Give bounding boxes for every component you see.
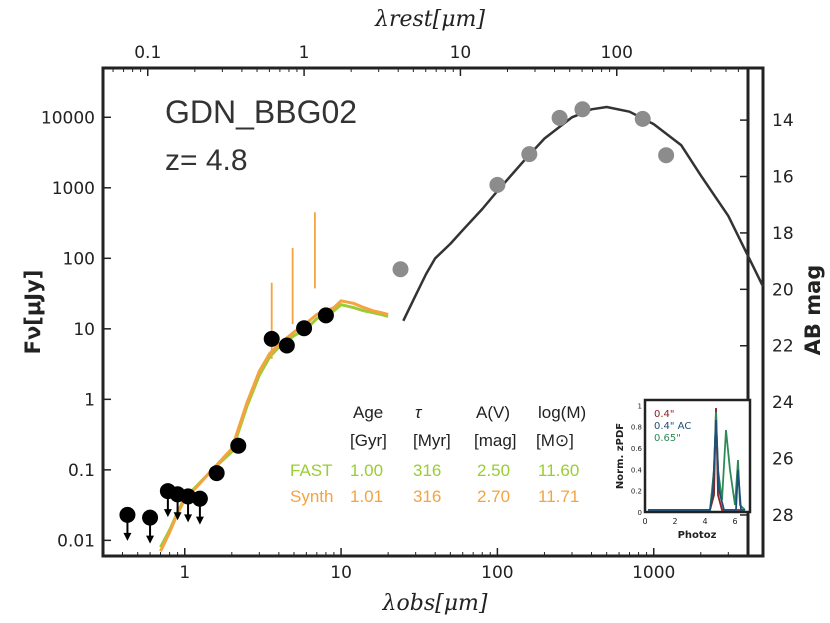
table-row-synth-tau: 316 [413, 487, 441, 506]
table-row-fast-av: 2.50 [477, 461, 510, 480]
x-top-tick-label-1: 1 [299, 43, 310, 63]
x-tick-label-0: 1 [179, 563, 190, 583]
y-axis-label-right: AB mag [801, 265, 825, 356]
table-unit-age: [Gyr] [350, 431, 387, 450]
mag-tick-label-7: 28 [772, 506, 794, 526]
plot-frame [101, 66, 765, 558]
detection-point-4 [296, 320, 313, 337]
far-ir-point-0 [392, 261, 409, 278]
inset-legend-2: 0.65" [654, 433, 681, 444]
inset-x-tick-label-2: 4 [702, 517, 707, 526]
param-table: Age τ A(V) log(M) [Gyr] [Myr] [mag] [M⊙]… [290, 403, 586, 506]
table-row-synth-name: Synth [290, 487, 333, 506]
y-tick-label-0: 0.01 [57, 531, 95, 551]
y-tick-label-2: 1 [84, 390, 95, 410]
upper-limit-head-1 [146, 535, 155, 544]
x-axis-label-top: λrest[μm] [374, 7, 485, 32]
inset-legend-1: 0.4" AC [654, 421, 691, 432]
y-tick-label-3: 10 [73, 320, 95, 340]
far-ir-point-6 [658, 147, 675, 164]
far-ir-point-3 [551, 109, 568, 126]
table-header-logm: log(M) [538, 403, 586, 422]
upper-limit-head-5 [195, 516, 204, 525]
y-tick-label-6: 10000 [41, 108, 95, 128]
mag-tick-label-3: 20 [772, 280, 794, 300]
mag-tick-label-4: 22 [772, 337, 794, 357]
y-tick-label-1: 0.1 [68, 461, 95, 481]
upper-limit-point-5 [191, 490, 208, 507]
inset-x-tick-label-0: 0 [642, 517, 647, 526]
upper-limit-head-0 [123, 532, 132, 541]
x-tick-label-2: 100 [481, 563, 513, 583]
x-axis-label-bottom: λobs[μm] [382, 591, 488, 616]
x-top-tick-label-2: 10 [450, 43, 472, 63]
inset-legend-0: 0.4" [654, 409, 675, 420]
far-ir-point-4 [574, 101, 591, 118]
table-row-fast-name: FAST [290, 461, 333, 480]
table-row-synth-age: 1.01 [350, 487, 383, 506]
table-header-tau: τ [415, 403, 423, 422]
detection-point-1 [208, 465, 225, 482]
series-line-ir-model [402, 105, 765, 322]
inset-ticks: 0 2 4 6 0 0.2 0.4 0.6 0.8 1 [631, 402, 738, 526]
mag-tick-label-2: 18 [772, 224, 794, 244]
far-ir-point-1 [489, 176, 506, 193]
far-ir-point-5 [634, 110, 651, 127]
table-row-fast-tau: 316 [413, 461, 441, 480]
redshift-label: z= 4.8 [165, 144, 248, 177]
inset-y-tick-label-3: 0.6 [631, 445, 643, 453]
upper-limit-head-4 [184, 514, 193, 523]
inset-y-tick-label-2: 0.4 [631, 466, 643, 474]
upper-limit-point-4 [180, 488, 197, 505]
inset-x-tick-label-1: 2 [672, 517, 677, 526]
detection-point-5 [317, 307, 334, 324]
upper-limit-head-3 [173, 512, 182, 521]
object-name: GDN_BBG02 [165, 94, 357, 130]
mag-tick-label-0: 14 [772, 111, 794, 131]
inset-y-tick-label-4: 0.8 [631, 424, 642, 432]
detection-point-2 [263, 330, 280, 347]
x-tick-label-3: 1000 [632, 563, 675, 583]
inset-xlabel: Photoz [678, 530, 717, 541]
table-header-age: Age [353, 403, 383, 422]
inset-y-tick-label-1: 0.2 [631, 488, 642, 496]
table-row-fast-logm: 11.60 [538, 461, 579, 480]
y-axis-label-left: Fν[μJy] [21, 270, 45, 355]
x-top-tick-label-3: 100 [601, 43, 633, 63]
upper-limit-point-1 [142, 509, 159, 526]
upper-limit-head-2 [163, 509, 172, 518]
table-header-av: A(V) [476, 403, 510, 422]
upper-limit-point-0 [119, 506, 136, 523]
table-unit-av: [mag] [474, 431, 517, 450]
inset-ylabel: Norm. zPDF [615, 423, 626, 489]
inset-curve-1 [648, 419, 745, 511]
detection-point-0 [230, 437, 247, 454]
table-unit-tau: [Myr] [413, 431, 451, 450]
table-row-fast-age: 1.00 [350, 461, 383, 480]
x-tick-label-1: 10 [330, 563, 352, 583]
table-row-synth-av: 2.70 [477, 487, 510, 506]
mag-tick-label-1: 16 [772, 168, 794, 188]
inset-y-tick-label-5: 1 [638, 402, 642, 410]
far-ir-point-2 [521, 146, 538, 163]
inset-zpdf: 0 2 4 6 0 0.2 0.4 0.6 0.8 1 Norm. zPDF Photoz 0.4… [615, 398, 752, 541]
mag-tick-label-6: 26 [772, 450, 794, 470]
mag-tick-label-5: 24 [772, 393, 794, 413]
inset-y-tick-label-0: 0 [638, 509, 642, 517]
detection-point-3 [278, 337, 295, 354]
inset-x-tick-label-3: 6 [732, 517, 737, 526]
table-unit-logm: [M⊙] [536, 431, 574, 450]
points-layer [119, 101, 675, 544]
y-tick-label-4: 100 [63, 249, 95, 269]
y-tick-label-5: 1000 [52, 179, 95, 199]
table-row-synth-logm: 11.71 [538, 487, 579, 506]
x-top-tick-label-0: 0.1 [134, 43, 161, 63]
